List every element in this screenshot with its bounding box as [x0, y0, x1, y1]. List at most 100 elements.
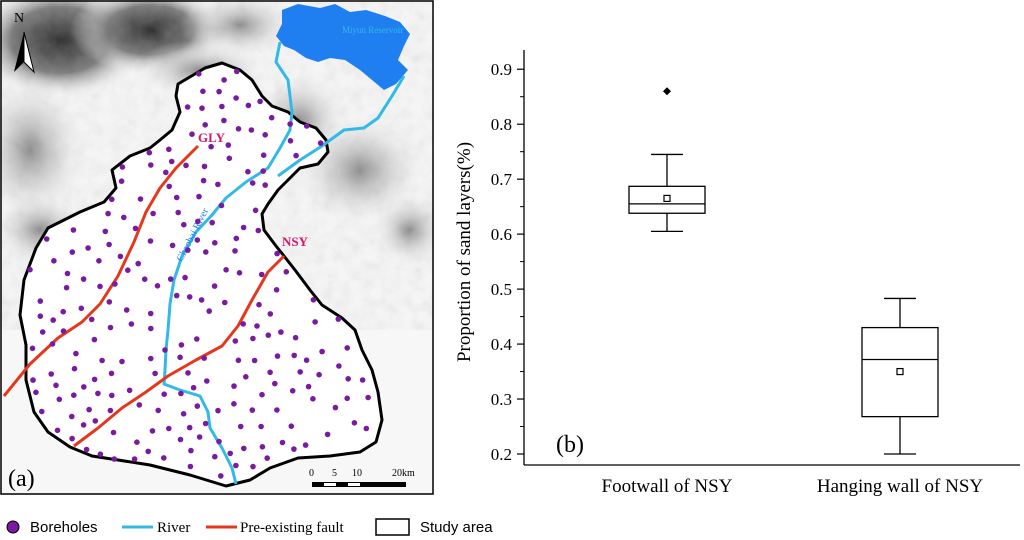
borehole-point: [287, 138, 294, 144]
borehole-point: [183, 162, 189, 169]
borehole-point: [216, 438, 222, 445]
borehole-point: [102, 228, 109, 235]
box-footwall: [628, 87, 706, 233]
borehole-point: [255, 227, 262, 234]
borehole-point: [202, 420, 209, 427]
borehole-point: [71, 365, 78, 372]
borehole-point: [303, 357, 310, 364]
borehole-point: [131, 456, 138, 462]
legend-river-label: River: [157, 520, 190, 536]
legend-fault-label: Pre-existing fault: [240, 520, 345, 536]
borehole-point: [177, 436, 184, 443]
scale-tick: 5: [332, 468, 337, 479]
borehole-point: [289, 388, 296, 394]
borehole-point: [148, 162, 154, 168]
borehole-point: [212, 240, 218, 246]
borehole-point: [86, 406, 92, 413]
borehole-marker-icon: [6, 520, 20, 534]
borehole-point: [215, 181, 221, 188]
borehole-point: [189, 131, 195, 137]
borehole-point: [173, 194, 180, 201]
borehole-point: [69, 249, 76, 255]
borehole-point: [106, 241, 112, 248]
borehole-point: [291, 352, 298, 359]
north-label: N: [14, 11, 24, 26]
borehole-point: [119, 164, 126, 170]
borehole-point: [99, 357, 105, 364]
borehole-point: [208, 143, 214, 150]
borehole-point: [204, 378, 210, 384]
borehole-point: [227, 450, 233, 457]
borehole-point: [283, 269, 290, 275]
borehole-point: [56, 396, 63, 403]
borehole-point: [50, 317, 56, 323]
reservoir-label: Miyun Reservoir: [342, 25, 403, 35]
borehole-point: [302, 442, 309, 448]
borehole-point: [188, 447, 194, 454]
borehole-point: [181, 221, 187, 228]
borehole-point: [112, 281, 118, 287]
borehole-point: [234, 68, 240, 75]
borehole-point: [80, 422, 87, 428]
y-tick-label: 0.8: [491, 115, 512, 134]
borehole-point: [63, 284, 70, 291]
borehole-point: [39, 408, 45, 415]
legend: Boreholes River Pre-existing fault Study…: [6, 518, 493, 536]
borehole-point: [258, 271, 265, 278]
borehole-point: [267, 311, 274, 317]
borehole-point: [95, 390, 101, 397]
y-axis-label: Proportion of sand layers(%): [454, 142, 475, 362]
fault-gly: [2, 144, 200, 397]
borehole-point: [200, 177, 207, 184]
borehole-point: [185, 370, 191, 376]
borehole-point: [178, 342, 185, 348]
borehole-point: [43, 236, 50, 242]
borehole-point: [182, 274, 188, 281]
borehole-point: [121, 214, 127, 221]
borehole-point: [51, 258, 57, 264]
legend-study-area-label: Study area: [420, 519, 493, 536]
borehole-point: [196, 193, 202, 200]
borehole-point: [274, 407, 280, 413]
borehole-point: [203, 249, 209, 255]
borehole-point: [260, 168, 267, 174]
borehole-point: [60, 308, 66, 315]
y-tick-label: 0.7: [491, 170, 513, 189]
borehole-point: [166, 425, 172, 432]
borehole-point: [310, 297, 317, 303]
borehole-point: [218, 202, 225, 209]
borehole-point: [324, 431, 331, 438]
scale-tick: 20km: [392, 468, 415, 479]
borehole-point: [107, 324, 114, 331]
borehole-point: [231, 383, 237, 389]
borehole-point: [88, 316, 95, 323]
borehole-point: [178, 390, 184, 397]
borehole-point: [154, 283, 161, 289]
borehole-point: [136, 402, 143, 408]
borehole-point: [184, 104, 191, 110]
borehole-point: [259, 444, 266, 450]
borehole-point: [245, 102, 252, 109]
borehole-point: [69, 435, 75, 442]
borehole-point: [219, 103, 225, 110]
map-panel-label: (a): [8, 466, 35, 492]
borehole-point: [262, 132, 269, 138]
borehole-point: [48, 371, 54, 377]
borehole-point: [91, 376, 98, 383]
scale-tick: 0: [309, 468, 314, 479]
borehole-point: [186, 424, 193, 431]
borehole-point: [194, 403, 201, 409]
borehole-point: [109, 196, 115, 203]
borehole-point: [245, 168, 251, 175]
borehole-point: [250, 463, 256, 470]
map-panel: Miyun Reservoir Chaobai River GLY NSY N …: [0, 0, 434, 495]
borehole-point: [365, 394, 371, 401]
borehole-point: [29, 345, 36, 352]
borehole-point: [258, 423, 264, 430]
borehole-point: [199, 105, 205, 111]
borehole-point: [81, 384, 87, 390]
borehole-point: [163, 169, 169, 176]
borehole-point: [162, 347, 168, 353]
borehole-point: [260, 152, 267, 158]
study-area-boundary: [18, 61, 384, 488]
